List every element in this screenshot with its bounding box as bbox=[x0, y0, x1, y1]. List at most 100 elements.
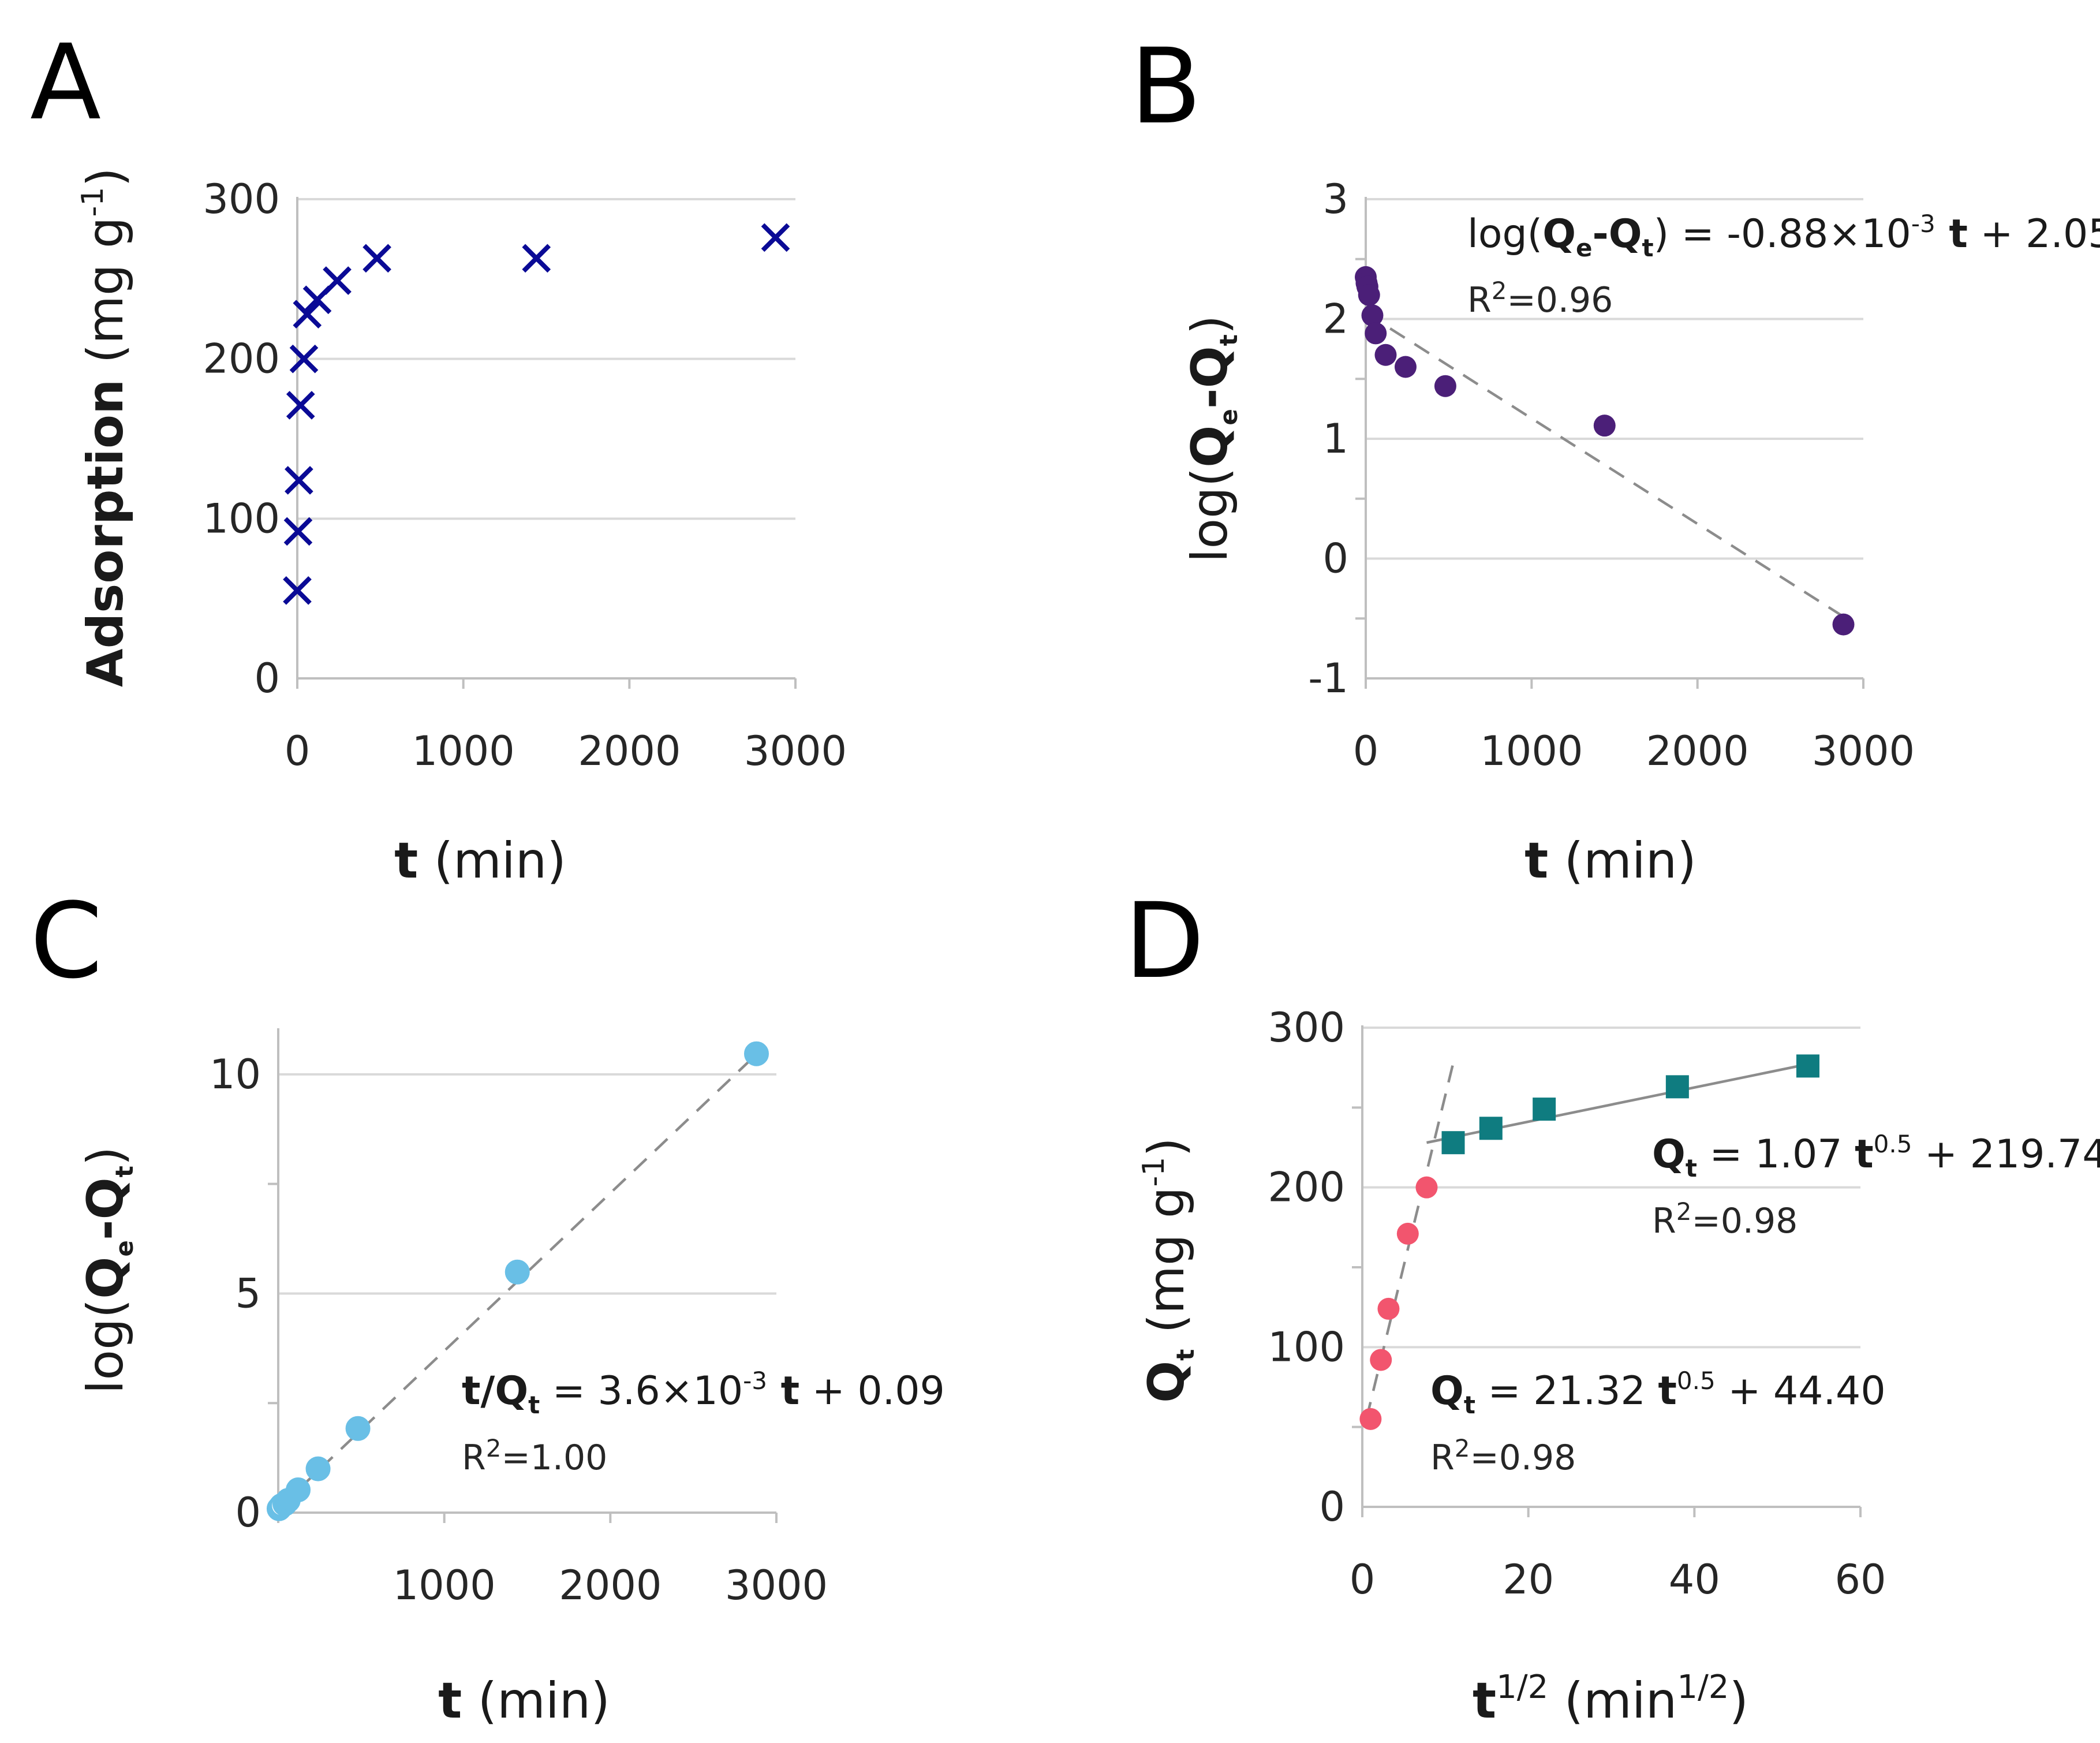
panel-a-marker-stroke bbox=[522, 244, 551, 273]
panel-d-r2-stage2: R2=0.98 bbox=[1652, 1197, 1798, 1241]
panel-b-data-point bbox=[1365, 322, 1387, 345]
panel-a-data-point bbox=[283, 576, 312, 605]
panel-a-x-tick-label: 1000 bbox=[412, 727, 515, 775]
panel-b-data-point bbox=[1593, 415, 1616, 437]
panel-b-y-tick-label: 2 bbox=[1322, 296, 1348, 343]
panel-a-data-point bbox=[761, 223, 790, 252]
panel-d-x-axis-title-sup2: 1/2 bbox=[1677, 1669, 1729, 1706]
panel-b-equation: log(Qe-Qt) = -0.88×10-3 t + 2.05 bbox=[1467, 210, 2100, 262]
panel-a-y-axis-title-end: ) bbox=[77, 167, 134, 187]
panel-a-y-axis-title: Adsorption (mg g-1) bbox=[76, 167, 134, 687]
panel-c-y-tick-label: 5 bbox=[235, 1270, 261, 1317]
panel-a-marker-stroke bbox=[363, 244, 391, 273]
panel-a-marker-stroke bbox=[285, 466, 313, 495]
panel-d-y-tick-label: 100 bbox=[1268, 1323, 1345, 1371]
panel-b-r2: R2=0.96 bbox=[1467, 277, 1613, 320]
panel-a-data-point bbox=[293, 300, 322, 329]
panel-d-x-tick-label: 0 bbox=[1350, 1556, 1376, 1603]
panel-d-data-point-stage2 bbox=[1796, 1054, 1819, 1078]
panel-d-data-point-stage1 bbox=[1370, 1349, 1392, 1371]
panel-d-x-tick-label: 20 bbox=[1503, 1556, 1554, 1603]
panel-c-x-tick-label: 1000 bbox=[393, 1562, 496, 1609]
panel-d-x-axis-title-end: ) bbox=[1729, 1672, 1748, 1730]
panel-a-marker-stroke bbox=[289, 344, 319, 374]
panel-b-x-axis-title-unit: (min) bbox=[1548, 832, 1697, 890]
panel-d-data-point-stage2 bbox=[1665, 1075, 1689, 1099]
panel-d-y-tick-label: 0 bbox=[1319, 1483, 1345, 1531]
panel-d-x-axis-title: t1/2 (min1/2) bbox=[1473, 1669, 1748, 1730]
panel-b-data-point bbox=[1832, 613, 1855, 636]
panel-a-marker-stroke bbox=[283, 576, 312, 605]
panel-b-data-point bbox=[1434, 375, 1456, 397]
panel-d-equation-stage2: Qt = 1.07 t0.5 + 219.74 bbox=[1652, 1130, 2100, 1182]
panel-d-x-axis-title-sup: 1/2 bbox=[1496, 1669, 1548, 1706]
panel-d-x-tick-label: 40 bbox=[1669, 1556, 1720, 1603]
panel-d-y-tick-label: 300 bbox=[1268, 1004, 1345, 1051]
panel-a-marker-stroke bbox=[286, 391, 315, 420]
panel-c-x-axis-title-var: t bbox=[438, 1672, 462, 1730]
panel-a-marker-stroke bbox=[761, 223, 790, 252]
panel-a-data-point bbox=[289, 344, 319, 374]
panel-c-x-axis-title-unit: (min) bbox=[462, 1672, 610, 1730]
panel-a-marker-stroke bbox=[323, 266, 352, 295]
panel-c: C 0 5 10 1000 2000 3000 t (min) log(Qe-Qt) t/… bbox=[30, 881, 945, 1730]
panel-a-x-axis-title-var: t bbox=[394, 832, 418, 890]
panel-d-label: D bbox=[1124, 881, 1205, 1002]
panel-b-y-tick-label: 3 bbox=[1322, 176, 1348, 223]
panel-a-marker-stroke bbox=[293, 300, 322, 329]
panel-c-x-axis-title: t (min) bbox=[438, 1672, 610, 1730]
panel-c-x-tick-label: 2000 bbox=[559, 1562, 662, 1609]
panel-a-data-point bbox=[286, 391, 315, 420]
panel-d-equation-stage1: Qt = 21.32 t0.5 + 44.40 bbox=[1430, 1367, 1886, 1419]
panel-a-y-axis-title-sup: -1 bbox=[76, 187, 110, 217]
panel-d-x-tick-label: 60 bbox=[1834, 1556, 1886, 1603]
panel-a-label: A bbox=[30, 23, 101, 143]
panel-d-data-point-stage2 bbox=[1479, 1117, 1503, 1140]
panel-c-x-tick-label: 3000 bbox=[725, 1562, 828, 1609]
panel-b-y-tick-label: 1 bbox=[1322, 415, 1348, 462]
panel-a-data-point bbox=[323, 266, 352, 295]
panel-c-label: C bbox=[30, 881, 103, 1002]
panel-a-y-tick-label: 300 bbox=[203, 176, 280, 223]
panel-a-y-tick-label: 200 bbox=[203, 335, 280, 383]
panel-d-y-axis-title: Qt (mg g-1) bbox=[1137, 1137, 1200, 1403]
panel-d-x-axis-title-unit: (min bbox=[1548, 1672, 1677, 1730]
panel-b-x-tick-label: 1000 bbox=[1480, 727, 1583, 775]
panel-d-x-axis-title-var: t bbox=[1473, 1672, 1496, 1730]
panel-d-data-point-stage1 bbox=[1415, 1176, 1438, 1199]
panel-d-data-point-stage2 bbox=[1441, 1131, 1465, 1155]
panel-a-y-axis-title-unit: (mg g bbox=[77, 217, 134, 379]
panel-b-x-tick-label: 0 bbox=[1353, 727, 1379, 775]
panel-a-x-tick-label: 3000 bbox=[744, 727, 847, 775]
panel-a-x-tick-label: 2000 bbox=[578, 727, 681, 775]
panel-a-x-tick-label: 0 bbox=[285, 727, 311, 775]
panel-a-data-point bbox=[285, 466, 313, 495]
panel-b-data-point bbox=[1374, 344, 1397, 366]
panel-b-data-point bbox=[1394, 356, 1417, 378]
panel-b-y-tick-label: 0 bbox=[1322, 535, 1348, 583]
panel-c-data-point bbox=[305, 1456, 331, 1481]
panel-b-x-tick-label: 3000 bbox=[1812, 727, 1915, 775]
panel-a-x-axis-title: t (min) bbox=[394, 832, 566, 890]
panel-d-data-point-stage2 bbox=[1533, 1098, 1556, 1121]
panel-c-data-point bbox=[345, 1416, 371, 1441]
panel-c-r2: R2=1.00 bbox=[462, 1434, 607, 1478]
panel-c-data-point bbox=[286, 1477, 311, 1503]
panel-d-data-point-stage1 bbox=[1396, 1222, 1419, 1245]
panel-b-data-point bbox=[1358, 284, 1380, 306]
panel-a-x-axis-title-unit: (min) bbox=[418, 832, 566, 890]
panel-c-data-point bbox=[743, 1041, 769, 1066]
panel-d-y-tick-label: 200 bbox=[1268, 1164, 1345, 1211]
panel-a-y-tick-label: 100 bbox=[203, 495, 280, 542]
panel-c-y-tick-label: 0 bbox=[235, 1489, 261, 1536]
panel-b-x-axis-title-var: t bbox=[1524, 832, 1548, 890]
panel-c-equation: t/Qt = 3.6×10-3 t + 0.09 bbox=[462, 1367, 945, 1419]
panel-c-y-tick-label: 10 bbox=[210, 1051, 261, 1098]
panel-a-data-point bbox=[283, 517, 313, 546]
panel-c-y-axis-title: log(Qe-Qt) bbox=[77, 1147, 139, 1394]
panel-b-label: B bbox=[1130, 27, 1202, 147]
panel-a-marker-stroke bbox=[283, 517, 313, 546]
